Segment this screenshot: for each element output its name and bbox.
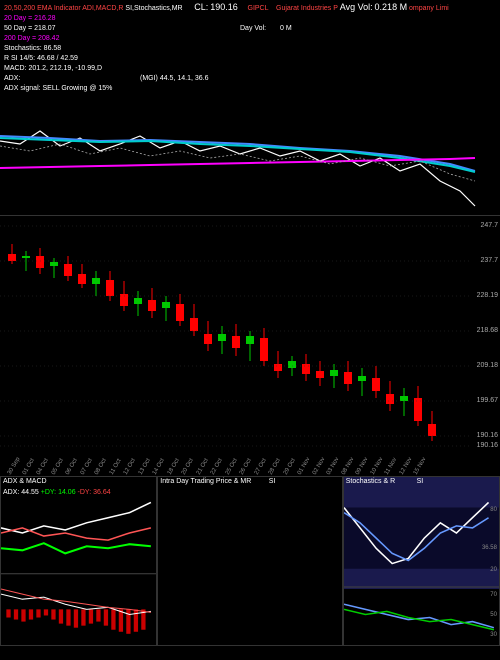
intraday-panel: Intra Day Trading Price & MR SI (157, 476, 342, 646)
date-axis: 30 Sep01 Oct04 Oct05 Oct06 Oct07 Oct08 O… (0, 456, 500, 476)
header-info: 20,50,200 EMA Indicator ADI,MACD,R SI,St… (0, 0, 500, 96)
stochastics-panel: Stochastics & R SI 8036.5820705030 (343, 476, 500, 646)
moving-average-chart (0, 96, 500, 216)
indicator-panels: ADX & MACD ADX: 44.55 +DY: 14.06 -DY: 36… (0, 476, 500, 646)
candlestick-chart: 247.7237.7228.19218.68209.18199.67190.16… (0, 216, 500, 456)
adx-macd-panel: ADX & MACD ADX: 44.55 +DY: 14.06 -DY: 36… (0, 476, 157, 646)
